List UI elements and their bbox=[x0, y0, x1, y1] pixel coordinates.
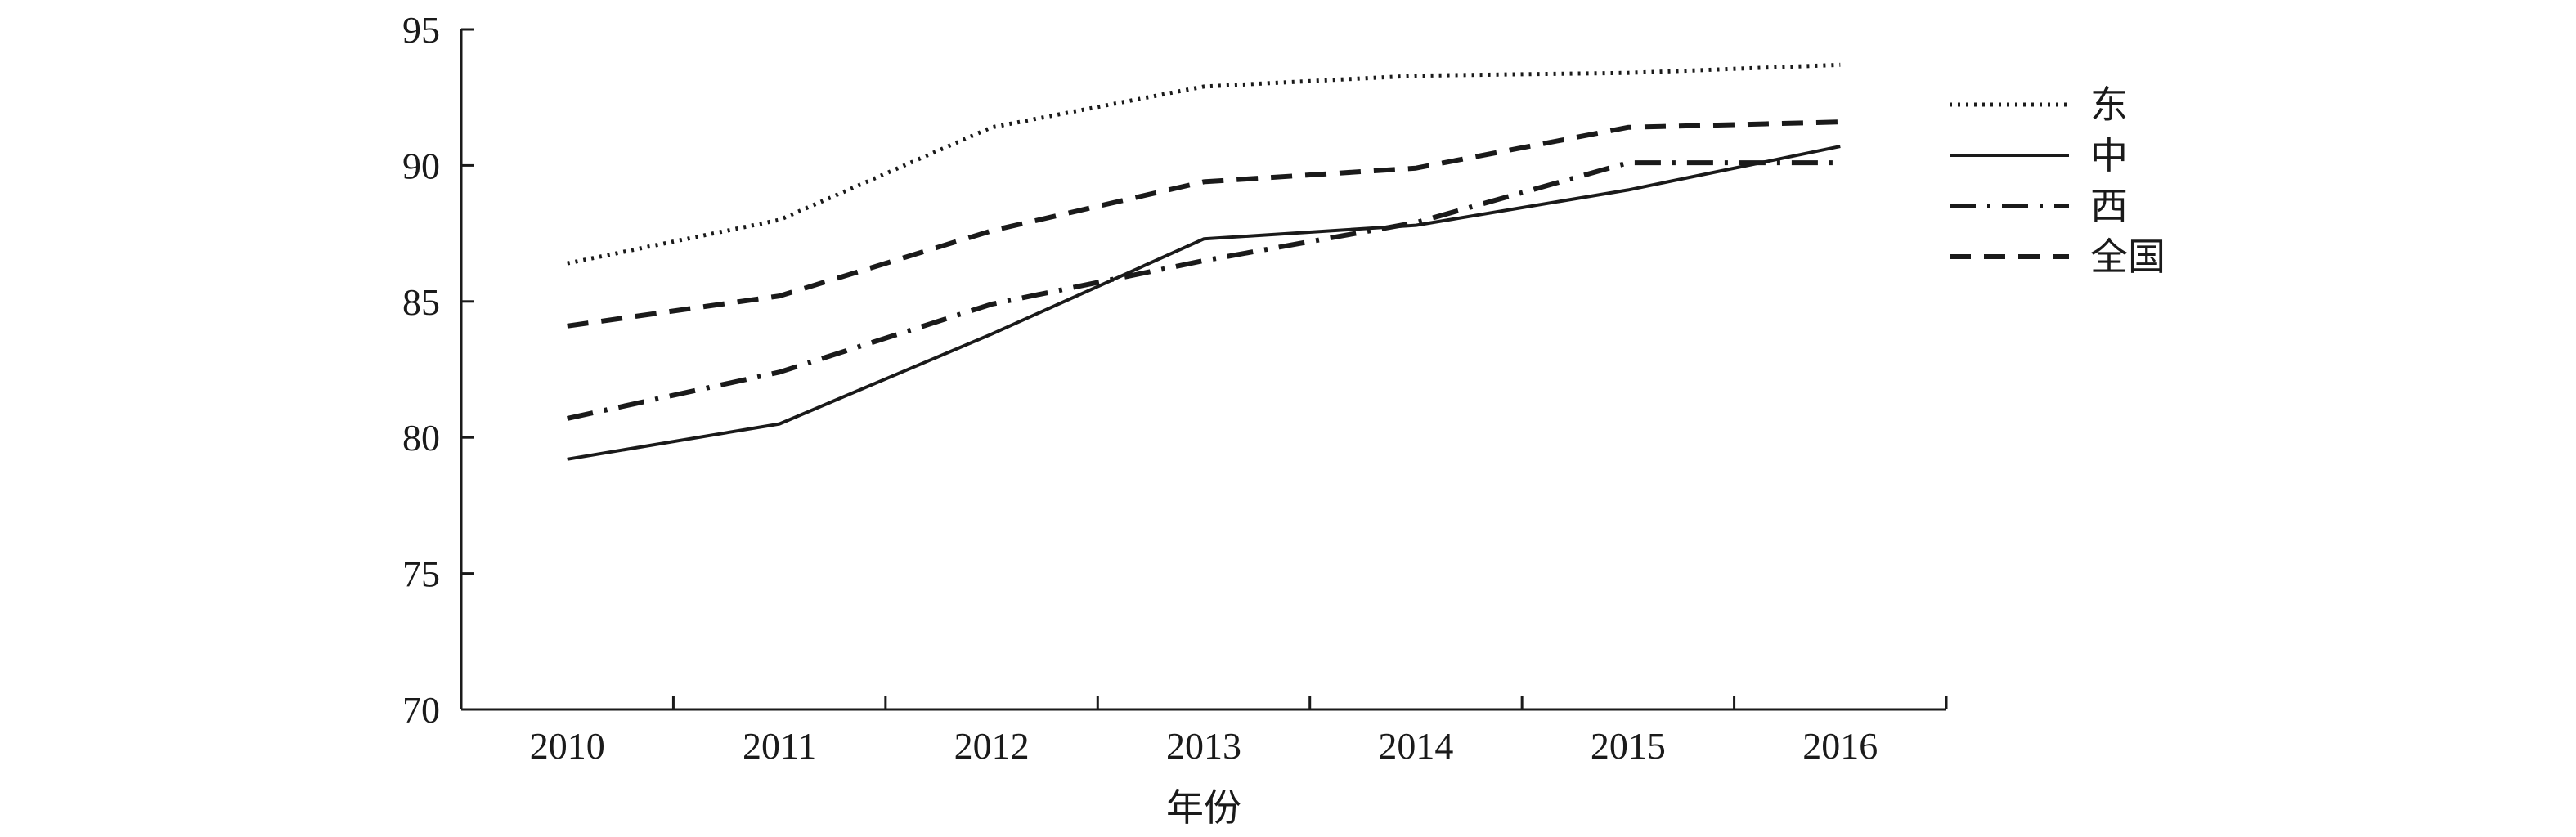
legend-label-3: 全国 bbox=[2090, 235, 2165, 279]
series-line-3 bbox=[567, 119, 1841, 329]
legend-label-2: 西 bbox=[2090, 184, 2128, 228]
axes bbox=[460, 29, 1946, 711]
y-tick-label: 85 bbox=[402, 281, 440, 323]
series-line-2 bbox=[567, 160, 1841, 421]
y-ticks: 70 75 80 85 90 95 bbox=[402, 9, 474, 731]
legend-label-0: 东 bbox=[2090, 83, 2128, 127]
x-axis-title: 年份 bbox=[1166, 786, 1241, 830]
x-tick-label: 2013 bbox=[1166, 725, 1241, 767]
x-tick-label: 2012 bbox=[954, 725, 1030, 767]
y-tick-label: 75 bbox=[402, 553, 440, 595]
x-ticks: 2010 2011 2012 2013 2014 2015 2016 bbox=[460, 696, 1948, 767]
y-tick-label: 80 bbox=[402, 417, 440, 459]
x-tick-label: 2015 bbox=[1591, 725, 1666, 767]
y-tick-label: 70 bbox=[402, 689, 440, 731]
y-tick-label: 90 bbox=[402, 145, 440, 186]
plot-lines bbox=[567, 62, 1841, 461]
series-line-0 bbox=[567, 62, 1841, 266]
x-tick-label: 2014 bbox=[1378, 725, 1453, 767]
legend-label-1: 中 bbox=[2090, 133, 2128, 177]
y-tick-label: 95 bbox=[402, 9, 440, 51]
series-line-1 bbox=[567, 145, 1841, 461]
x-tick-label: 2010 bbox=[530, 725, 605, 767]
x-tick-label: 2011 bbox=[743, 725, 816, 767]
x-tick-label: 2016 bbox=[1802, 725, 1878, 767]
